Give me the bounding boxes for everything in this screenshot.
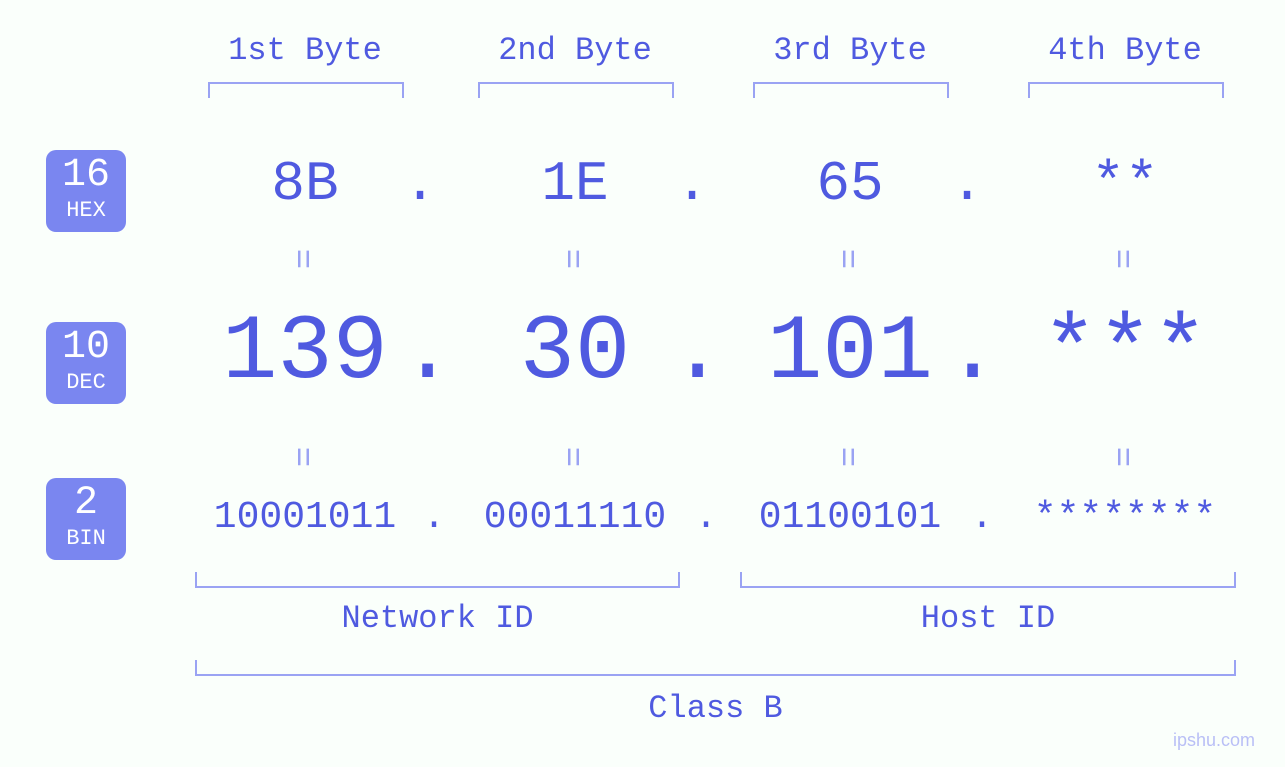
eq-dec-bin-1: = bbox=[281, 447, 319, 467]
network-id-bracket bbox=[195, 572, 680, 588]
base-badge-bin-num: 2 bbox=[46, 484, 126, 524]
base-badge-bin-lbl: BIN bbox=[46, 526, 126, 552]
watermark: ipshu.com bbox=[1173, 730, 1255, 751]
bin-dot-3: . bbox=[970, 496, 994, 539]
byte-label-2: 2nd Byte bbox=[450, 32, 700, 69]
eq-hex-dec-4: = bbox=[1101, 249, 1139, 269]
eq-dec-bin-2: = bbox=[551, 447, 589, 467]
base-badge-dec-lbl: DEC bbox=[46, 370, 126, 396]
dec-byte-3: 101 bbox=[725, 300, 975, 405]
bin-byte-3: 01100101 bbox=[725, 496, 975, 539]
host-id-label: Host ID bbox=[740, 600, 1236, 637]
byte-bracket-2 bbox=[478, 82, 674, 98]
bin-byte-1: 10001011 bbox=[180, 496, 430, 539]
eq-dec-bin-4: = bbox=[1101, 447, 1139, 467]
hex-byte-4: ** bbox=[1010, 152, 1240, 216]
hex-dot-2: . bbox=[672, 152, 712, 216]
class-bracket bbox=[195, 660, 1236, 676]
hex-byte-1: 8B bbox=[190, 152, 420, 216]
eq-hex-dec-2: = bbox=[551, 249, 589, 269]
hex-byte-2: 1E bbox=[460, 152, 690, 216]
eq-hex-dec-3: = bbox=[826, 249, 864, 269]
bin-byte-4: ******** bbox=[1000, 496, 1250, 539]
eq-dec-bin-3: = bbox=[826, 447, 864, 467]
bin-dot-1: . bbox=[422, 496, 446, 539]
base-badge-dec: 10 DEC bbox=[46, 322, 126, 404]
class-label: Class B bbox=[195, 690, 1236, 727]
host-id-bracket bbox=[740, 572, 1236, 588]
base-badge-dec-num: 10 bbox=[46, 328, 126, 368]
dec-dot-2: . bbox=[670, 300, 720, 405]
hex-dot-3: . bbox=[947, 152, 987, 216]
dec-dot-1: . bbox=[400, 300, 450, 405]
bin-dot-2: . bbox=[694, 496, 718, 539]
byte-bracket-4 bbox=[1028, 82, 1224, 98]
byte-label-4: 4th Byte bbox=[1000, 32, 1250, 69]
dec-byte-4: *** bbox=[1000, 300, 1250, 405]
eq-hex-dec-1: = bbox=[281, 249, 319, 269]
base-badge-hex: 16 HEX bbox=[46, 150, 126, 232]
dec-byte-1: 139 bbox=[180, 300, 430, 405]
base-badge-bin: 2 BIN bbox=[46, 478, 126, 560]
dec-dot-3: . bbox=[945, 300, 995, 405]
dec-byte-2: 30 bbox=[450, 300, 700, 405]
base-badge-hex-num: 16 bbox=[46, 156, 126, 196]
hex-byte-3: 65 bbox=[735, 152, 965, 216]
base-badge-hex-lbl: HEX bbox=[46, 198, 126, 224]
byte-label-1: 1st Byte bbox=[180, 32, 430, 69]
byte-bracket-1 bbox=[208, 82, 404, 98]
hex-dot-1: . bbox=[400, 152, 440, 216]
byte-label-3: 3rd Byte bbox=[725, 32, 975, 69]
diagram-canvas: 1st Byte 2nd Byte 3rd Byte 4th Byte 16 H… bbox=[0, 0, 1285, 767]
bin-byte-2: 00011110 bbox=[450, 496, 700, 539]
network-id-label: Network ID bbox=[195, 600, 680, 637]
byte-bracket-3 bbox=[753, 82, 949, 98]
